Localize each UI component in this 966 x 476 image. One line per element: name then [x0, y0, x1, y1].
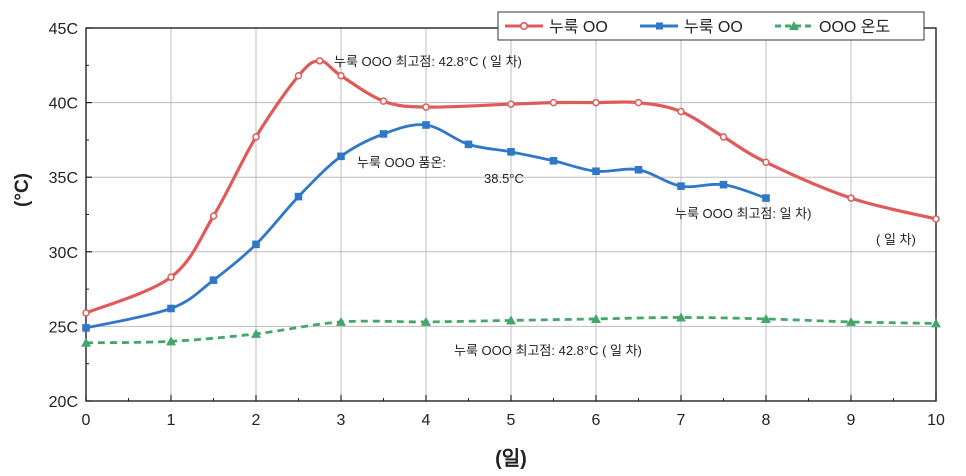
y-axis-title: (°C)	[12, 173, 33, 207]
legend-label-blue: 누룩 OO	[684, 18, 743, 36]
data-point	[167, 273, 175, 281]
x-tick-label: 1	[167, 412, 176, 429]
y-tick-label: 20C	[49, 394, 78, 411]
legend-label-green: OOO 온도	[819, 18, 890, 36]
data-point	[506, 315, 516, 325]
data-point	[507, 100, 515, 108]
data-point	[549, 98, 558, 107]
data-point	[592, 98, 600, 107]
legend-label-red: 누룩 OO	[549, 18, 608, 36]
data-point	[337, 152, 345, 161]
legend-marker-red	[519, 21, 528, 30]
data-point	[676, 312, 686, 322]
x-tick-label: 0	[82, 412, 91, 429]
data-point	[761, 313, 771, 323]
data-point	[337, 71, 345, 80]
data-point	[847, 194, 855, 202]
x-axis-title: (일)	[495, 447, 527, 470]
legend-marker-green	[789, 21, 799, 30]
series-line-1	[85, 123, 767, 330]
x-tick-label: 5	[507, 412, 516, 429]
y-tick-label: 25C	[49, 319, 78, 336]
data-point	[294, 192, 303, 201]
x-tick-label: 8	[762, 412, 771, 429]
data-point	[507, 148, 515, 156]
data-point	[421, 316, 431, 326]
data-point	[464, 140, 473, 149]
data-point	[251, 328, 261, 338]
data-point	[422, 103, 430, 111]
y-tick-label: 40C	[49, 96, 78, 113]
series-group	[81, 57, 941, 347]
data-point	[422, 121, 430, 129]
data-point	[252, 133, 260, 141]
y-tick-label: 45C	[49, 21, 78, 38]
annotation-red-day: ( 일 차)	[876, 232, 916, 247]
data-point	[634, 98, 643, 107]
annotation-green-peak: 누룩 OOO 최고점: 42.8°C ( 일 차)	[454, 343, 642, 358]
annotation-blue-temp-value: 38.5°C	[484, 171, 524, 186]
data-point	[549, 156, 558, 165]
data-point	[932, 215, 940, 223]
x-tick-label: 3	[337, 412, 346, 429]
data-point	[592, 167, 600, 176]
legend-marker-blue	[656, 22, 663, 30]
x-tick-label: 4	[422, 412, 431, 429]
data-point	[336, 316, 346, 326]
y-tick-label: 35C	[49, 170, 78, 187]
data-point	[931, 318, 941, 328]
data-point	[167, 304, 175, 313]
axes: 0 1 2 3 4 5 6 7 8 9 10 20C 25C 30C 35C 40C 45C	[49, 21, 945, 429]
data-point	[846, 316, 856, 326]
legend-box	[497, 11, 925, 41]
data-point	[82, 309, 90, 317]
data-point	[209, 276, 218, 284]
annotation-red-peak: 누룩 OOO 최고점: 42.8°C ( 일 차)	[334, 54, 522, 69]
x-tick-label: 2	[252, 412, 261, 429]
data-point	[719, 133, 728, 141]
data-point	[762, 194, 770, 202]
data-point	[82, 324, 90, 332]
data-point	[719, 180, 728, 189]
data-point	[677, 182, 685, 190]
data-point	[209, 212, 218, 220]
data-point	[294, 71, 303, 80]
annotation-blue-peak: 누룩 OOO 최고점: 일 차)	[675, 206, 811, 221]
x-tick-label: 7	[677, 412, 686, 429]
data-point	[762, 158, 770, 167]
data-point	[166, 336, 176, 346]
x-tick-label: 9	[847, 412, 856, 429]
x-tick-label: 10	[927, 412, 945, 429]
data-point	[316, 57, 324, 65]
legend: 누룩 OO 누룩 OO OOO 온도	[497, 11, 925, 41]
data-point	[379, 130, 388, 138]
series-line-0	[85, 59, 937, 315]
annotation-blue-temp: 누룩 OOO 품온:	[357, 155, 446, 170]
data-point	[634, 165, 643, 174]
y-tick-label: 30C	[49, 245, 78, 262]
data-point	[252, 240, 260, 249]
data-point	[81, 337, 91, 347]
data-point	[379, 97, 388, 105]
data-point	[677, 107, 685, 116]
x-tick-label: 6	[592, 412, 601, 429]
data-point	[591, 313, 601, 323]
